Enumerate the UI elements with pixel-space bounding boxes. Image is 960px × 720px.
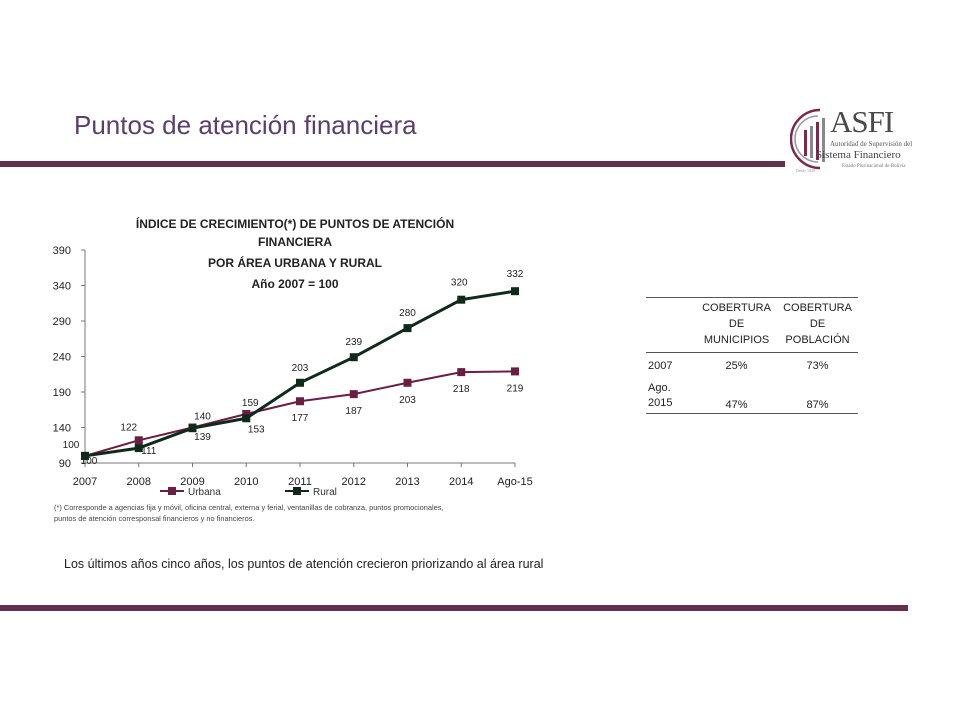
data-label-rural: 239 [345,337,362,348]
bottom-divider [0,605,908,611]
data-label-urbana: 219 [507,383,524,394]
logo-letters: ASFI [830,104,894,139]
coverage-table-header: COBERTURA DE MUNICIPIOS COBERTURA DE POB… [646,297,858,353]
y-tick-label: 190 [53,387,71,399]
x-tick-label: Ago-15 [497,476,532,488]
chart-title-line: FINANCIERA [258,235,332,249]
x-tick-label: 2009 [180,476,204,488]
y-tick-label: 340 [53,281,71,293]
data-label-urbana: 122 [120,422,137,433]
legend-swatch-marker [293,487,301,495]
x-tick-label: 2010 [234,476,258,488]
x-tick-label: 2007 [73,476,97,488]
data-point-rural [403,324,412,333]
data-label-rural: 139 [194,432,211,443]
data-label-urbana: 140 [194,412,211,423]
header-municipios: COBERTURA DE MUNICIPIOS [696,297,778,353]
top-divider [0,161,785,167]
y-tick-label: 290 [53,316,71,328]
data-label-rural: 280 [399,308,416,319]
chart-title-line: ÍNDICE DE CRECIMIENTO(*) DE PUNTOS DE AT… [136,216,454,231]
data-label-urbana: 187 [345,406,362,417]
data-label-urbana: 177 [292,413,309,424]
x-tick-label: 2014 [449,476,473,488]
coverage-table: COBERTURA DE MUNICIPIOS COBERTURA DE POB… [646,297,858,414]
data-point-urbana [242,410,251,419]
data-point-rural [188,424,197,433]
y-tick-label: 390 [53,245,71,257]
header-poblacion: COBERTURA DE POBLACIÓN [777,297,858,353]
data-point-urbana [511,367,519,376]
y-tick-label: 140 [53,423,71,435]
data-point-rural [134,444,143,453]
legend-swatch-marker [168,487,176,495]
data-label-urbana: 100 [63,440,80,451]
data-label-rural: 203 [292,363,309,374]
data-point-urbana [349,390,358,399]
data-point-rural [349,353,358,362]
data-point-urbana [296,397,304,406]
logo-line3: Estado Plurinacional de Bolivia [842,164,906,169]
x-tick-label: 2013 [395,476,419,488]
data-point-rural [457,295,466,304]
y-tick-label: 240 [53,352,71,364]
row-municipios: 47% [696,379,778,414]
row-municipios: 25% [725,360,748,372]
y-tick-label: 90 [59,458,71,470]
data-label-urbana: 159 [242,398,259,409]
data-point-rural [296,378,304,387]
data-point-rural [511,287,519,296]
growth-index-chart: ÍNDICE DE CRECIMIENTO(*) DE PUNTOS DE AT… [53,216,533,498]
row-year: Ago. 2015 [646,379,696,414]
table-row: Ago. 2015 47% 87% [646,379,858,414]
x-tick-label: 2011 [288,476,312,488]
chart-footnote: (*) Corresponde a agencias fija y móvil,… [54,503,444,523]
data-label-urbana: 218 [453,384,470,395]
data-label-rural: 332 [507,269,524,280]
data-label-urbana: 203 [399,395,416,406]
data-point-urbana [403,378,412,387]
data-point-urbana [134,436,143,445]
logo-line1: Autoridad de Supervisión del [830,140,913,148]
chart-title-line: Año 2007 = 100 [251,277,338,291]
x-tick-label: 2012 [342,476,366,488]
table-row: 2007 25% 73% [646,353,858,380]
header-empty [646,297,696,353]
row-poblacion: 73% [806,360,829,372]
x-tick-label: 2008 [127,476,151,488]
asfi-logo: ASFI Autoridad de Supervisión del Sistem… [788,104,913,174]
data-label-rural: 153 [248,424,265,435]
slide-title: Puntos de atención financiera [74,110,417,140]
data-label-rural: 100 [81,456,98,467]
legend-label: Urbana [188,487,221,498]
logo-line2: Sistema Financiero [816,149,901,161]
logo-line4: Desde 1928 [796,168,815,173]
asfi-emblem-icon [790,108,825,170]
data-point-rural [81,451,89,460]
data-label-rural: 111 [141,446,157,457]
data-point-rural [242,414,251,423]
chart-title-line: POR ÁREA URBANA Y RURAL [208,255,382,270]
row-poblacion: 87% [777,379,858,414]
data-point-urbana [457,368,466,377]
slide-caption: Los últimos años cinco años, los puntos … [64,557,544,571]
legend-label: Rural [313,487,337,498]
row-year: 2007 [648,359,673,372]
data-label-rural: 320 [451,278,468,289]
